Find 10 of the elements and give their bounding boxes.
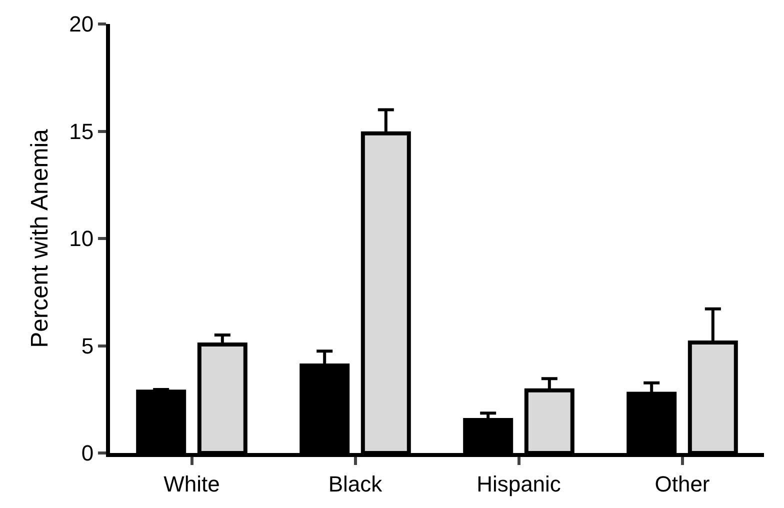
- x-tick-label: Other: [654, 471, 710, 496]
- y-tick-label: 15: [69, 118, 94, 144]
- x-tick-label: Hispanic: [476, 471, 561, 496]
- y-tick-label: 0: [81, 440, 94, 466]
- x-tick-label: Black: [328, 471, 384, 496]
- y-tick-label: 20: [69, 12, 94, 37]
- y-tick-label: 5: [81, 333, 94, 358]
- y-tick-label: 10: [69, 226, 94, 252]
- x-tick-label: White: [164, 471, 220, 496]
- y-axis-title: Percent with Anemia: [26, 128, 54, 348]
